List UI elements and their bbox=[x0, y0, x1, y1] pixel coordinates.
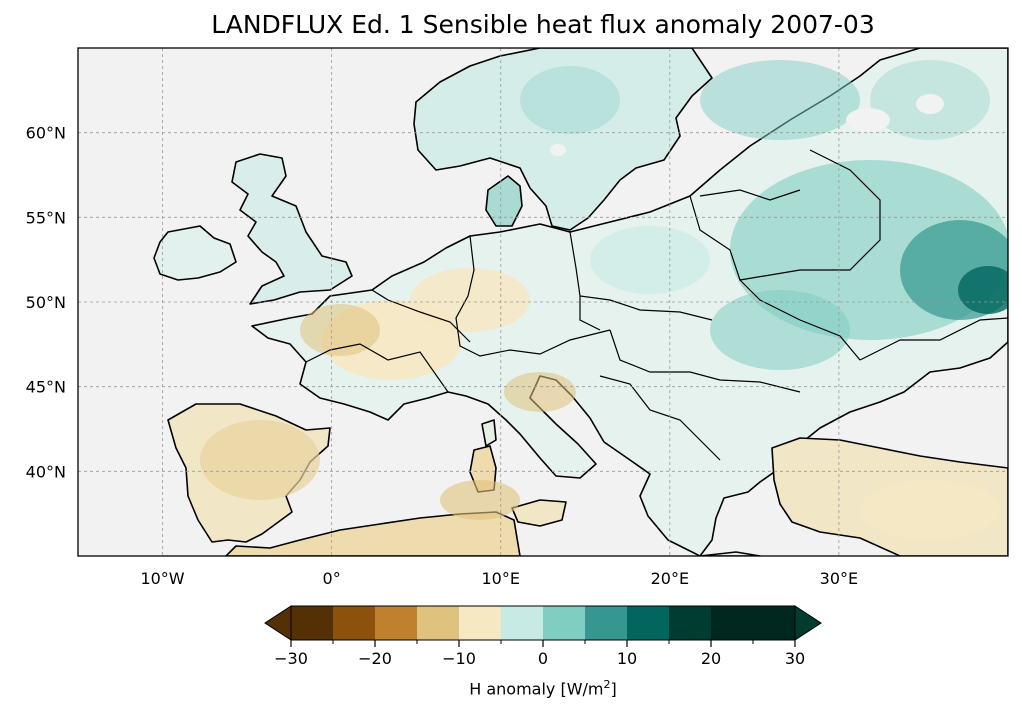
land-corsica bbox=[481, 419, 497, 447]
colorbar-segment bbox=[585, 606, 628, 640]
anomaly-patch bbox=[504, 372, 576, 412]
colorbar-extend-under bbox=[264, 605, 292, 641]
colorbar-tick-label: 0 bbox=[538, 649, 548, 668]
colorbar-segment bbox=[711, 606, 754, 640]
lon-tick-label: 0° bbox=[323, 569, 341, 588]
lat-tick-label: 40°N bbox=[26, 462, 66, 481]
land-great-britain bbox=[231, 153, 353, 305]
anomaly-patch bbox=[440, 480, 520, 520]
missing-data-patch bbox=[550, 144, 566, 156]
land-ireland bbox=[153, 225, 237, 281]
country-border bbox=[689, 195, 861, 361]
land-scandinavia bbox=[413, 48, 713, 231]
colorbar: −30 −20 −10 0 10 20 30 bbox=[264, 605, 822, 668]
missing-data-patch bbox=[846, 108, 890, 132]
lon-tick-label: 10°W bbox=[140, 569, 184, 588]
country-border bbox=[569, 231, 713, 321]
map-frame bbox=[77, 47, 1009, 557]
colorbar-tick-label: 10 bbox=[617, 649, 637, 668]
anomaly-patch bbox=[958, 266, 1008, 314]
anomaly-patch bbox=[200, 420, 320, 500]
anomaly-patch bbox=[410, 268, 530, 332]
map-title: LANDFLUX Ed. 1 Sensible heat flux anomal… bbox=[211, 10, 875, 39]
anomaly-patch bbox=[300, 304, 380, 356]
colorbar-segment bbox=[459, 606, 502, 640]
colorbar-tick-label: 30 bbox=[785, 649, 805, 668]
colorbar-tick-label: −20 bbox=[358, 649, 392, 668]
colorbar-extend-over bbox=[794, 605, 822, 641]
country-border bbox=[699, 189, 801, 201]
lon-tick-label: 10°E bbox=[481, 569, 519, 588]
colorbar-segment bbox=[375, 606, 418, 640]
country-border bbox=[599, 375, 721, 461]
country-border bbox=[739, 149, 881, 281]
lon-tick-label: 30°E bbox=[820, 569, 858, 588]
lat-tick-label: 45°N bbox=[26, 378, 66, 397]
colorbar-segment bbox=[501, 606, 544, 640]
country-border bbox=[455, 235, 611, 357]
country-border bbox=[859, 317, 1008, 361]
lat-tick-label: 50°N bbox=[26, 293, 66, 312]
anomaly-patch bbox=[520, 66, 620, 134]
colorbar-segment bbox=[669, 606, 712, 640]
country-border bbox=[609, 329, 801, 393]
lat-tick-label: 60°N bbox=[26, 124, 66, 143]
colorbar-segment bbox=[627, 606, 670, 640]
colorbar-segment bbox=[543, 606, 586, 640]
colorbar-tick-label: −10 bbox=[442, 649, 476, 668]
anomaly-patch bbox=[710, 290, 850, 370]
colorbar-segment bbox=[417, 606, 460, 640]
lat-tick-label: 55°N bbox=[26, 208, 66, 227]
country-border bbox=[305, 343, 449, 393]
missing-data-patch bbox=[916, 94, 944, 114]
land-denmark bbox=[485, 175, 523, 227]
lon-tick-label: 20°E bbox=[651, 569, 689, 588]
colorbar-segment bbox=[291, 606, 334, 640]
country-border bbox=[371, 289, 471, 343]
land-north-africa bbox=[225, 511, 521, 556]
land-sicily bbox=[511, 499, 567, 527]
country-border bbox=[579, 296, 601, 331]
colorbar-segment bbox=[753, 606, 796, 640]
anomaly-patch bbox=[700, 60, 860, 140]
colorbar-segment bbox=[333, 606, 376, 640]
anomaly-patch bbox=[860, 480, 1000, 540]
anomaly-patch bbox=[590, 226, 710, 294]
land-crete bbox=[699, 551, 761, 556]
colorbar-label: H anomaly [W/m2] bbox=[469, 678, 617, 699]
colorbar-tick-label: 20 bbox=[701, 649, 721, 668]
colorbar-tick-label: −30 bbox=[274, 649, 308, 668]
